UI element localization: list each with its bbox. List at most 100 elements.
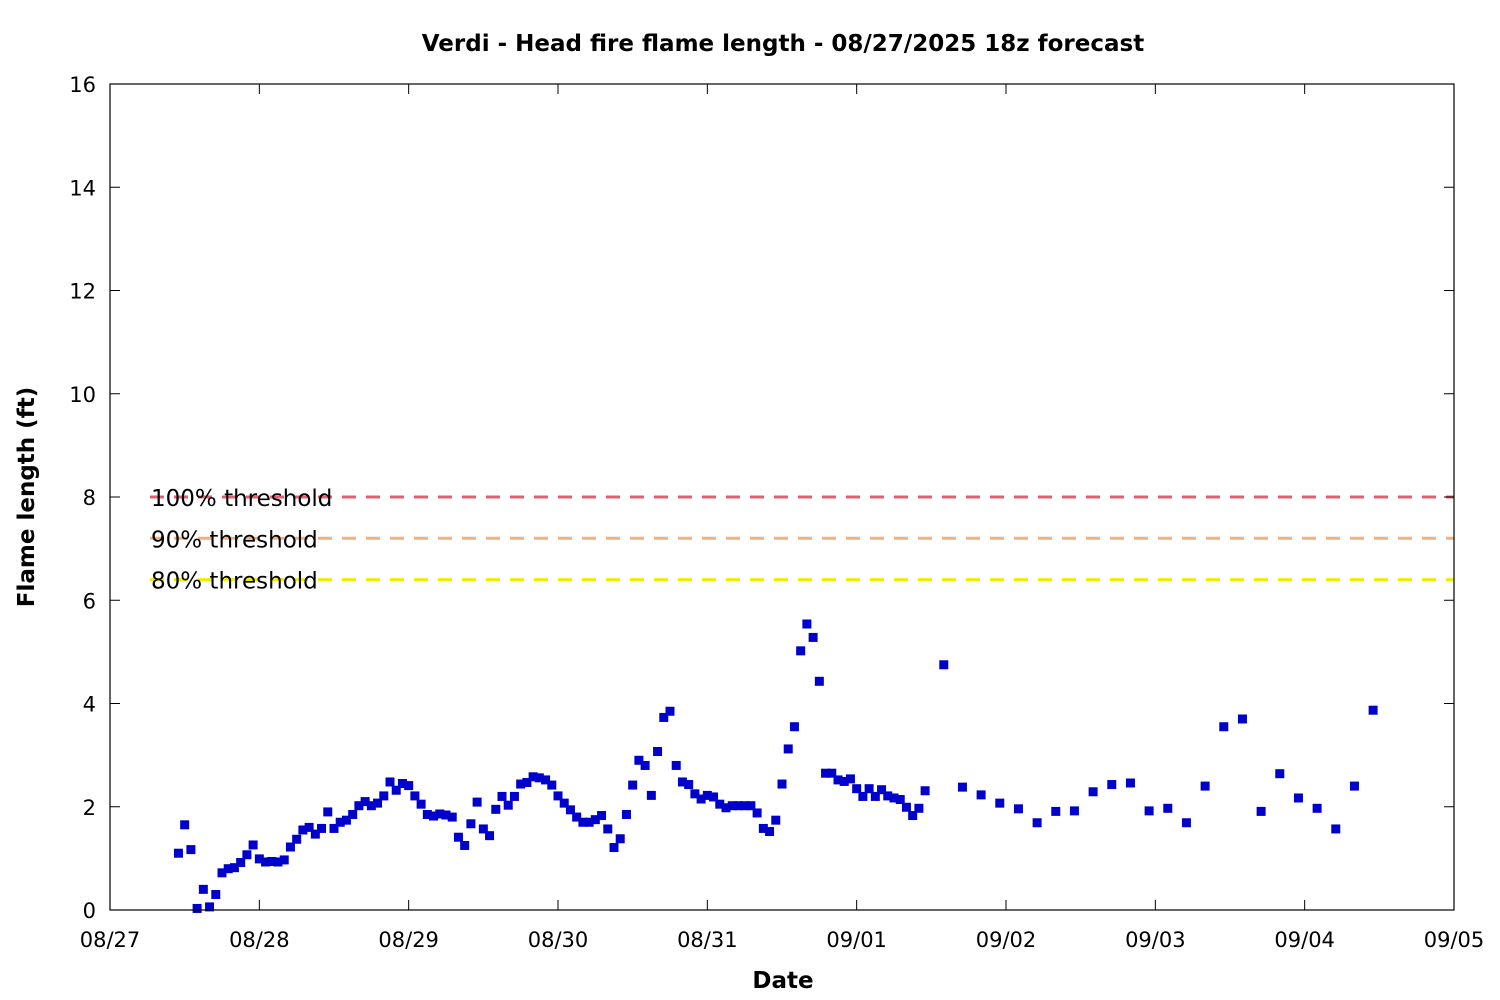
data-point [373,798,383,808]
data-point [609,843,619,853]
y-tick-label: 14 [69,176,96,200]
data-point [771,815,781,825]
y-tick-label: 16 [69,73,96,97]
data-point [267,856,277,866]
data-point [329,823,339,833]
data-point [173,848,183,858]
y-tick-label: 6 [83,589,96,613]
data-point [845,774,855,784]
data-point [621,809,631,819]
data-point [1200,781,1210,791]
data-point [478,824,488,834]
data-point [1275,769,1285,779]
data-point [715,799,725,809]
data-point [908,811,918,821]
data-point [522,777,532,787]
data-point [354,801,364,811]
data-point [422,809,432,819]
data-point [1051,806,1061,816]
x-tick-label: 09/05 [1424,928,1485,952]
data-point [385,777,395,787]
data-point [1368,705,1378,715]
data-point [236,858,246,868]
data-point [783,744,793,754]
data-point [366,801,376,811]
data-point [485,831,495,841]
data-point [379,791,389,801]
data-point [565,805,575,815]
data-point [1107,780,1117,790]
data-point [429,811,439,821]
data-point [553,791,563,801]
data-point [752,808,762,818]
data-point [503,800,513,810]
data-point [491,804,501,814]
data-point [404,781,414,791]
x-tick-label: 09/04 [1274,928,1335,952]
data-point [472,797,482,807]
data-point [839,776,849,786]
data-point [1013,804,1023,814]
threshold-label: 90% threshold [151,527,318,553]
data-point [323,807,333,817]
data-point [646,790,656,800]
data-point [1144,806,1154,816]
data-point [1256,806,1266,816]
data-point [466,819,476,829]
data-point [640,760,650,770]
y-axis-label: Flame length (ft) [14,387,40,607]
data-point [453,832,463,842]
y-tick-label: 2 [83,796,96,820]
data-point [677,777,687,787]
axis-ticks: 0 2 4 6 8 10 12 14 16 08/27 08/28 08/29 08/30 08/31 09… [69,73,1484,952]
data-point [248,840,258,850]
data-point [597,811,607,821]
data-point [541,775,551,785]
data-point [858,791,868,801]
data-point [261,857,271,867]
data-point [528,772,538,782]
data-point [696,794,706,804]
data-point [671,760,681,770]
data-point [279,855,289,865]
data-point [727,801,737,811]
data-point [1163,803,1173,813]
data-point [746,801,756,811]
threshold-label: 100% threshold [151,486,332,512]
data-point [615,834,625,844]
data-point [777,779,787,789]
data-point [578,817,588,827]
data-point [702,790,712,800]
data-point [758,823,768,833]
data-point [273,857,283,867]
data-point [634,755,644,765]
data-point [186,845,196,855]
data-points [173,619,1378,913]
data-point [957,782,967,792]
data-point [690,789,700,799]
data-point [821,768,831,778]
data-point [802,619,812,629]
data-point [628,780,638,790]
data-point [889,793,899,803]
data-point [198,884,208,894]
data-point [901,802,911,812]
data-point [659,712,669,722]
data-point [341,815,351,825]
data-point [808,632,818,642]
data-point [292,834,302,844]
data-point [298,825,308,835]
data-point [870,791,880,801]
x-tick-label: 09/02 [976,928,1037,952]
data-point [733,801,743,811]
data-point [217,868,227,878]
data-point [317,823,327,833]
data-point [709,792,719,802]
data-point [180,820,190,830]
data-point [864,784,874,794]
data-point [603,824,613,834]
data-point [877,785,887,795]
data-point [192,903,202,913]
x-tick-label: 08/28 [229,928,290,952]
data-point [814,676,824,686]
